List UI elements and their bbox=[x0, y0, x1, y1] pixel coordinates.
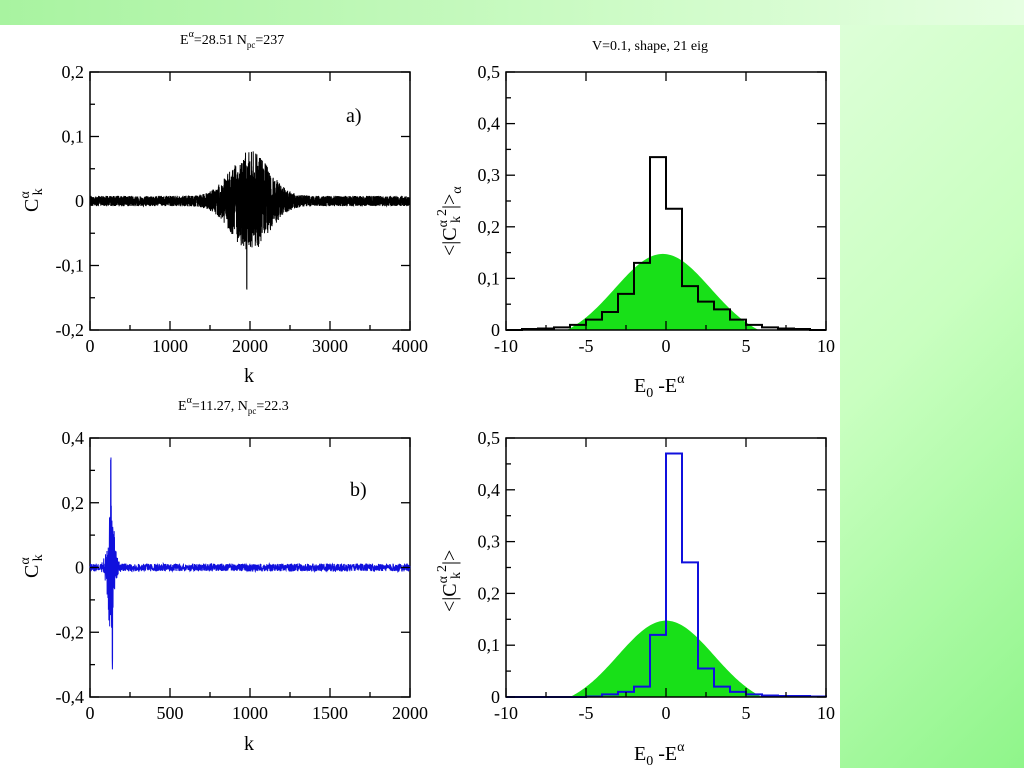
panel-a-xlabel: k bbox=[244, 365, 254, 387]
x-tick-label: 10 bbox=[817, 336, 835, 356]
y-tick-label: 0,4 bbox=[478, 114, 501, 134]
x-tick-label: 4000 bbox=[392, 336, 428, 356]
panel-c: V=0.1, shape, 21 eig -10 -5 0 5 10 0 0,1 0,2 0,3… bbox=[435, 39, 835, 401]
y-tick-label: -0,2 bbox=[56, 320, 85, 340]
top-banner bbox=[0, 0, 1024, 25]
y-tick-label: 0,4 bbox=[478, 480, 501, 500]
x-tick-label: -5 bbox=[579, 703, 594, 723]
y-tick-label: -0,4 bbox=[56, 687, 85, 707]
panel-d-xlabel: E0 -Eα bbox=[634, 740, 685, 768]
panel-a-label: a) bbox=[346, 105, 362, 127]
x-tick-label: -10 bbox=[494, 336, 518, 356]
y-tick-label: 0,2 bbox=[62, 62, 85, 82]
x-tick-label: 1500 bbox=[312, 703, 348, 723]
x-tick-label: 500 bbox=[157, 703, 184, 723]
y-tick-label: 0,3 bbox=[478, 165, 501, 185]
y-tick-label: 0,2 bbox=[62, 493, 85, 513]
panel-b: Eα=11.27, Npc=22.3 b) 0 500 1000 1500 2000 -0… bbox=[18, 395, 428, 755]
panel-b-series-line bbox=[89, 457, 411, 670]
panel-d: -10 -5 0 5 10 0 0,1 0,2 0,3 0,4 0,5 E0 -Eα <|Cαk2|… bbox=[435, 428, 835, 768]
y-tick-label: 0,1 bbox=[478, 268, 501, 288]
y-tick-label: 0,4 bbox=[62, 428, 85, 448]
x-tick-label: 10 bbox=[817, 703, 835, 723]
panel-c-histogram bbox=[506, 156, 826, 331]
y-tick-label: 0 bbox=[75, 191, 84, 211]
x-tick-label: 3000 bbox=[312, 336, 348, 356]
panel-b-xlabel: k bbox=[244, 733, 254, 755]
x-tick-label: 5 bbox=[742, 336, 751, 356]
panel-b-ylabel: Cαk bbox=[18, 554, 46, 578]
y-tick-label: 0,5 bbox=[478, 428, 501, 448]
y-tick-label: 0,2 bbox=[478, 583, 501, 603]
panel-a-ylabel: Cαk bbox=[18, 188, 46, 212]
x-tick-label: 0 bbox=[662, 336, 671, 356]
y-tick-label: 0,1 bbox=[62, 127, 85, 147]
x-tick-label: -5 bbox=[579, 336, 594, 356]
x-tick-label: 1000 bbox=[152, 336, 188, 356]
panel-d-ylabel: <|Cαk2|> bbox=[435, 550, 464, 612]
panel-b-label: b) bbox=[350, 479, 367, 501]
y-tick-label: -0,2 bbox=[56, 622, 85, 642]
y-tick-label: 0 bbox=[491, 687, 500, 707]
x-tick-label: 0 bbox=[86, 703, 95, 723]
panel-c-ylabel: <|Cαk2|>α bbox=[435, 186, 465, 256]
panel-c-xlabel: E0 -Eα bbox=[634, 372, 685, 401]
x-tick-label: 5 bbox=[742, 703, 751, 723]
y-tick-label: 0,5 bbox=[478, 62, 501, 82]
x-tick-label: 1000 bbox=[232, 703, 268, 723]
panel-a: Eα=28.51 Npc=237 a) 0 1000 2000 3000 4000 -0,… bbox=[18, 29, 428, 387]
y-tick-label: 0,3 bbox=[478, 532, 501, 552]
x-tick-label: -10 bbox=[494, 703, 518, 723]
y-tick-label: 0,2 bbox=[478, 217, 501, 237]
y-tick-label: -0,1 bbox=[56, 256, 85, 276]
y-tick-label: 0 bbox=[75, 558, 84, 578]
panel-a-series-line bbox=[89, 151, 411, 290]
x-tick-label: 2000 bbox=[232, 336, 268, 356]
panel-a-title: Eα=28.51 Npc=237 bbox=[180, 29, 284, 50]
x-tick-label: 0 bbox=[86, 336, 95, 356]
panel-b-title: Eα=11.27, Npc=22.3 bbox=[178, 395, 289, 416]
x-tick-label: 2000 bbox=[392, 703, 428, 723]
x-tick-label: 0 bbox=[662, 703, 671, 723]
panel-c-title: V=0.1, shape, 21 eig bbox=[592, 39, 708, 54]
y-tick-label: 0 bbox=[491, 320, 500, 340]
y-tick-label: 0,1 bbox=[478, 635, 501, 655]
